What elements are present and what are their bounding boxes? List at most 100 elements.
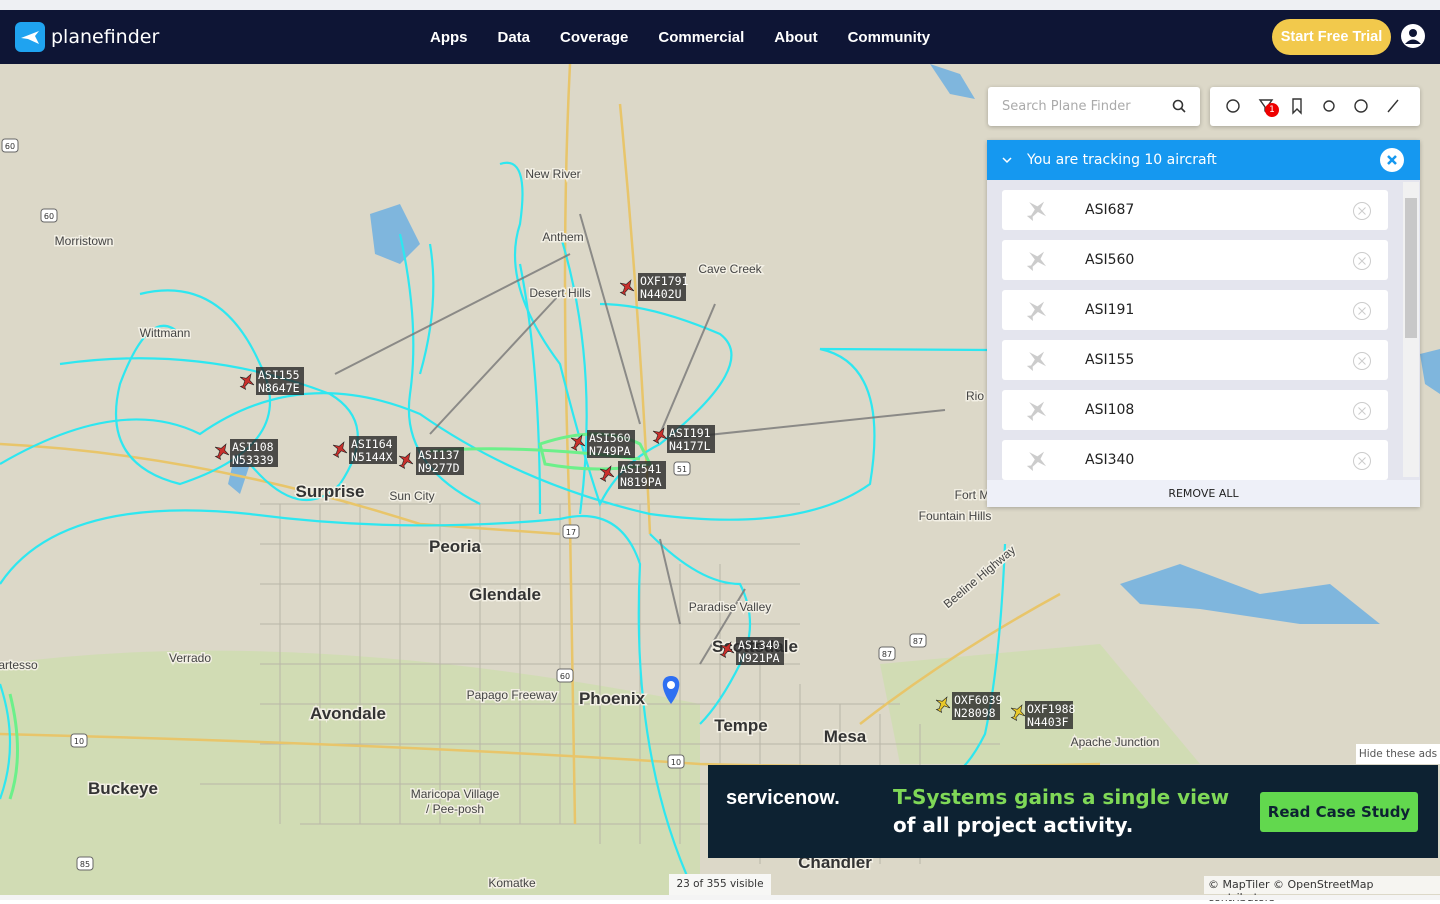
tracked-aircraft[interactable]: ASI687 — [1002, 190, 1388, 230]
ad-brand: servicenow. — [726, 787, 840, 809]
place-label: Sun City — [389, 489, 434, 503]
aircraft-icon — [570, 434, 586, 452]
aircraft-registration: N819PA — [620, 475, 662, 489]
highway-number: 60 — [44, 212, 54, 221]
toolbar-icons[interactable] — [1210, 87, 1420, 126]
close-button[interactable] — [1380, 148, 1404, 172]
untrack-button[interactable] — [1352, 201, 1372, 221]
tracking-title: You are tracking 10 aircraft — [1027, 152, 1217, 168]
advertisement[interactable]: servicenow. T-Systems gains a single vie… — [708, 765, 1438, 858]
aircraft-icon — [935, 696, 951, 714]
place-label: Apache Junction — [1071, 735, 1160, 749]
highway-shield — [673, 461, 691, 476]
aircraft-label-bg — [349, 436, 397, 464]
search-icon[interactable] — [1172, 99, 1186, 113]
untrack-x — [1358, 307, 1366, 315]
aircraft-registration: N4177L — [669, 439, 711, 453]
aircraft-label-bg — [1025, 701, 1073, 729]
untrack-circle — [1353, 402, 1371, 420]
untrack-button[interactable] — [1352, 451, 1372, 471]
aircraft-icon — [719, 641, 735, 659]
tracked-plane-icon — [1026, 201, 1047, 221]
tracked-aircraft[interactable]: ASI340 — [1002, 440, 1388, 480]
place-label: Wittmann — [140, 326, 191, 340]
tracked-aircraft[interactable]: ASI108 — [1002, 390, 1388, 430]
toolbar: 1 — [1210, 87, 1420, 126]
nav-item[interactable]: Community — [847, 28, 931, 46]
aircraft-callsign: OXF1791 — [640, 274, 689, 288]
aircraft-callsign: ASI164 — [351, 437, 393, 451]
aircraft-callsign: ASI137 — [418, 448, 460, 462]
aircraft-registration: N8647E — [258, 381, 300, 395]
search-box[interactable]: Search Plane Finder — [988, 87, 1200, 126]
cta-button[interactable]: Start Free Trial — [1272, 19, 1391, 55]
tracking-header[interactable]: You are tracking 10 aircraft — [987, 140, 1420, 180]
tracked-aircraft[interactable]: ASI560 — [1002, 240, 1388, 280]
place-label: Maricopa Village — [411, 787, 500, 801]
untrack-button[interactable] — [1352, 251, 1372, 271]
place-label: / Pee-posh — [426, 802, 484, 816]
highway-shield — [556, 668, 574, 683]
highway-shield — [562, 524, 580, 539]
aircraft-label-bg — [638, 273, 686, 301]
tracking-panel: You are tracking 10 aircraft ASI687 ASI56… — [987, 140, 1420, 507]
ad-button[interactable]: Read Case Study — [1260, 792, 1418, 832]
tracked-aircraft[interactable]: ASI191 — [1002, 290, 1388, 330]
untrack-button[interactable] — [1352, 351, 1372, 371]
aircraft-registration: N921PA — [738, 651, 780, 665]
aircraft-registration: N9277D — [418, 461, 460, 475]
untrack-button[interactable] — [1352, 301, 1372, 321]
aircraft-icon — [599, 465, 615, 483]
tracked-plane-icon — [1026, 401, 1047, 421]
untrack-button[interactable] — [1352, 401, 1372, 421]
user-icon[interactable] — [1401, 24, 1425, 48]
aircraft-callsign: OXF6039 — [954, 693, 1003, 707]
tracked-aircraft[interactable]: ASI155 — [1002, 340, 1388, 380]
nav-item[interactable]: About — [774, 28, 818, 46]
highway-number: 51 — [677, 465, 687, 474]
highway-shield — [909, 633, 927, 648]
nav-item[interactable]: Apps — [430, 28, 468, 46]
place-label: Mesa — [824, 727, 867, 746]
aircraft-label-bg — [667, 425, 715, 453]
nav-item[interactable]: Commercial — [658, 28, 745, 46]
nav-item[interactable]: Data — [497, 28, 531, 46]
tracked-plane-icon — [1026, 451, 1047, 471]
place-label: Desert Hills — [529, 286, 590, 300]
aircraft-icon — [619, 279, 635, 297]
place-label: Surprise — [296, 482, 365, 501]
tracked-callsign: ASI155 — [1085, 352, 1135, 368]
aircraft-label-bg — [230, 439, 278, 467]
aircraft-registration: N28098 — [954, 706, 996, 720]
highway-number: 17 — [566, 528, 576, 537]
plane-glyph — [1026, 201, 1047, 221]
navbar: planefinder Apps Data Coverage Commercia… — [0, 10, 1440, 64]
highway-number: 60 — [560, 672, 570, 681]
aircraft-registration: N4403F — [1027, 715, 1069, 729]
untrack-x — [1358, 257, 1366, 265]
highway-number: 87 — [913, 637, 923, 646]
place-label: Verrado — [169, 651, 211, 665]
place-label: Cave Creek — [698, 262, 762, 276]
collapse-icon[interactable] — [1001, 154, 1013, 166]
remove-all-button[interactable]: REMOVE ALL — [987, 480, 1420, 507]
highway-number: 87 — [882, 650, 892, 659]
nav-item[interactable]: Coverage — [560, 28, 629, 46]
aircraft-callsign: ASI155 — [258, 368, 300, 382]
logo[interactable]: planefinder — [15, 22, 159, 52]
aircraft-registration: N5144X — [351, 450, 393, 464]
attribution-item[interactable]: © MapTiler — [1208, 878, 1270, 891]
aircraft-icon — [332, 441, 348, 459]
search-placeholder: Search Plane Finder — [1002, 99, 1131, 114]
ad-headline: T-Systems gains a single view — [893, 785, 1230, 809]
aircraft-label-bg — [587, 430, 635, 458]
hide-ads[interactable]: Hide these ads — [1356, 744, 1440, 764]
highway-number: 60 — [5, 142, 15, 151]
highway-shield — [1, 138, 19, 153]
place-label: Tempe — [714, 716, 768, 735]
place-label: artesso — [0, 658, 38, 672]
place-label: Phoenix — [579, 689, 646, 708]
scrollbar[interactable] — [1403, 182, 1419, 477]
aircraft-label-bg — [618, 461, 666, 489]
place-label: New River — [525, 167, 580, 181]
